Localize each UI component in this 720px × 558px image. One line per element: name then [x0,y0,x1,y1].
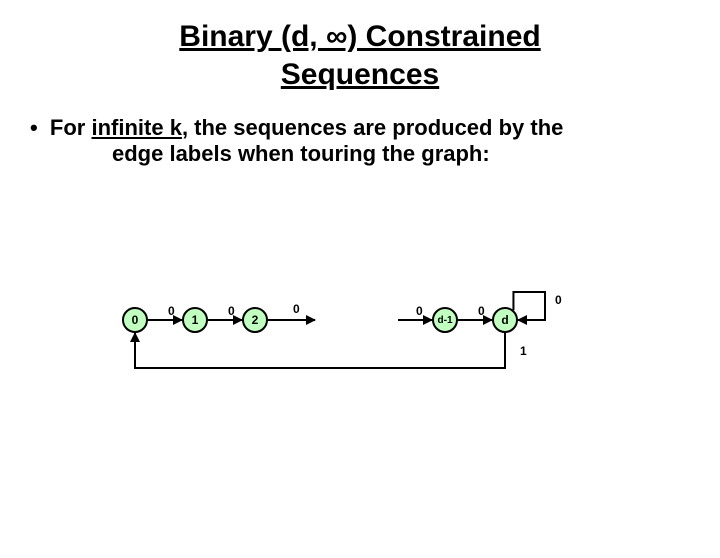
edge-label-fwd-0: 0 [168,304,175,318]
title-line-1: Binary (d, ∞) Constrained [179,20,540,53]
bullet-line-2: edge labels when touring the graph: [112,141,720,167]
state-node-n2: 2 [242,307,268,333]
state-diagram: 012d-1d0000001 [0,258,720,458]
diagram-edges [0,258,720,458]
edge-label-fwd-1: 0 [228,304,235,318]
state-node-nd1: d-1 [432,307,458,333]
edge-label-selfloop: 0 [555,293,562,307]
bullet-rest-1: , the sequences are produced by the [182,115,563,140]
title-line-2: Sequences [281,58,439,91]
edge-label-fwd-4: 0 [478,304,485,318]
bullet-line-1: • For infinite k, the sequences are prod… [30,115,720,141]
page-title: Binary (d, ∞) Constrained Sequences [0,18,720,93]
bullet-prefix: • For [30,115,91,140]
edge-label-fwd-2: 0 [293,302,300,316]
state-node-nd: d [492,307,518,333]
bullet-underlined: infinite k [91,115,181,140]
edge-label-fwd-3: 0 [416,304,423,318]
state-node-n0: 0 [122,307,148,333]
edge-label-return: 1 [520,344,527,358]
state-node-n1: 1 [182,307,208,333]
